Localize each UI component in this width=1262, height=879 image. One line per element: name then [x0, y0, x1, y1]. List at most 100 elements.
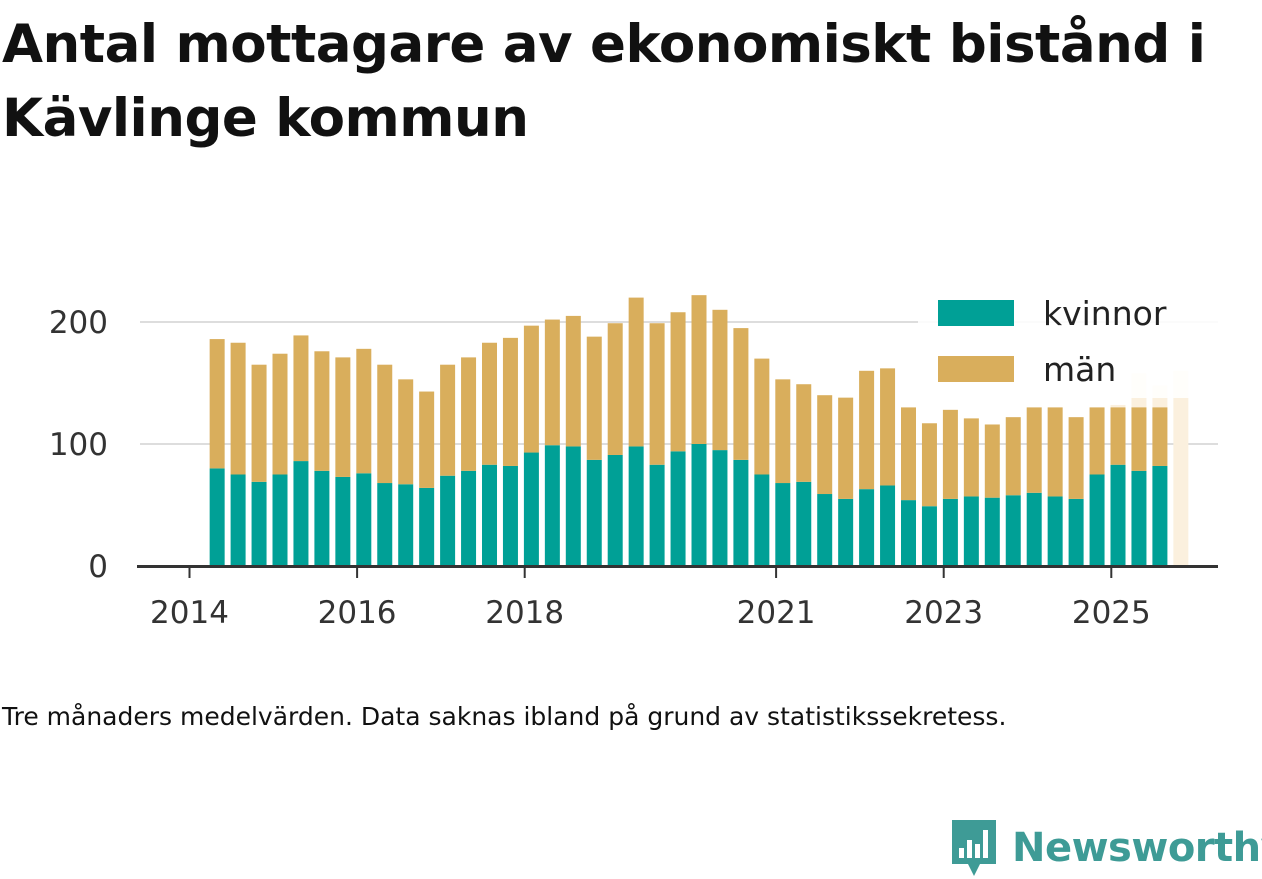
bar-kvinnor: [754, 474, 770, 566]
x-tick-label: 2018: [485, 595, 564, 631]
bar-kvinnor: [1005, 495, 1021, 566]
bar-man: [461, 357, 477, 471]
bar-kvinnor: [670, 451, 686, 566]
bar-man: [502, 337, 518, 466]
bar-man: [963, 418, 979, 497]
brand-name: Newsworthy: [1012, 825, 1262, 871]
bar-kvinnor: [691, 444, 707, 566]
bar-man: [1047, 407, 1063, 497]
bar-kvinnor: [838, 498, 854, 566]
y-tick-label: 100: [49, 427, 108, 463]
bar-kvinnor: [1152, 465, 1168, 566]
bar-man: [377, 364, 393, 484]
y-tick-label: 200: [49, 305, 108, 341]
bar-man: [796, 384, 812, 482]
bar-kvinnor: [796, 481, 812, 566]
bar-kvinnor: [565, 446, 581, 566]
bar-man: [649, 323, 665, 465]
bar-kvinnor: [502, 465, 518, 566]
bar-kvinnor: [398, 484, 414, 566]
bar-man: [880, 368, 896, 486]
chart-title: Antal mottagare av ekonomiskt bistånd i …: [2, 14, 1206, 149]
bar-kvinnor: [607, 454, 623, 566]
bar-man: [733, 328, 749, 460]
bar-kvinnor: [1110, 464, 1126, 566]
bar-kvinnor: [880, 485, 896, 566]
bar-man: [356, 348, 372, 474]
bar-man: [1005, 417, 1021, 496]
bar-man: [921, 423, 937, 507]
bar-man: [482, 342, 498, 465]
bar-kvinnor: [1047, 496, 1063, 566]
bar-man: [712, 309, 728, 451]
bars: [209, 295, 1168, 566]
bar-kvinnor: [712, 450, 728, 566]
bar-man: [293, 335, 309, 462]
bar-man: [251, 364, 267, 482]
bar-man: [1110, 407, 1126, 465]
x-tick-label: 2023: [904, 595, 983, 631]
bar-man: [419, 391, 435, 488]
bar-kvinnor: [1068, 498, 1084, 566]
bar-man: [209, 339, 225, 469]
bar-kvinnor: [377, 483, 393, 566]
newsworthy-logo: Newsworthy: [950, 818, 1262, 878]
legend-swatch: [938, 300, 1014, 326]
bar-man: [335, 357, 351, 477]
bar-man: [523, 325, 539, 453]
bar-man: [628, 297, 644, 447]
bar-kvinnor: [251, 481, 267, 566]
bar-man: [1089, 407, 1105, 475]
bar-kvinnor: [649, 464, 665, 566]
bar-man: [544, 319, 560, 446]
bar-man: [670, 312, 686, 452]
x-tick-label: 2016: [318, 595, 397, 631]
bar-kvinnor: [272, 474, 288, 566]
legend-label: män: [1043, 350, 1116, 389]
bar-man: [314, 351, 330, 471]
legend-label: kvinnor: [1043, 294, 1167, 333]
bar-kvinnor: [544, 445, 560, 566]
bar-man: [901, 407, 917, 501]
bar-man: [586, 336, 602, 460]
bar-kvinnor: [733, 459, 749, 566]
bar-man: [691, 295, 707, 444]
bar-kvinnor: [963, 496, 979, 566]
bar-man: [817, 395, 833, 495]
bar-man: [775, 379, 791, 484]
bar-man: [607, 323, 623, 455]
bar-kvinnor: [1089, 474, 1105, 566]
bar-man: [272, 353, 288, 475]
bar-kvinnor: [984, 497, 1000, 566]
bar-kvinnor: [628, 446, 644, 566]
newsworthy-icon: [952, 820, 996, 876]
bar-man: [440, 364, 456, 476]
bar-man: [1068, 417, 1084, 499]
bar-man: [565, 315, 581, 447]
bar-kvinnor: [230, 474, 246, 566]
bar-man: [838, 397, 854, 499]
bar-kvinnor: [1131, 470, 1147, 566]
bar-man: [398, 379, 414, 485]
faded-bar: [1173, 370, 1189, 566]
bar-man: [230, 342, 246, 475]
bar-kvinnor: [586, 459, 602, 566]
bar-kvinnor: [901, 500, 917, 566]
bar-kvinnor: [859, 489, 875, 566]
y-tick-label: 0: [88, 549, 108, 585]
x-tick-label: 2014: [150, 595, 229, 631]
x-tick-label: 2021: [737, 595, 816, 631]
bar-kvinnor: [1026, 492, 1042, 566]
bar-kvinnor: [942, 498, 958, 566]
bar-kvinnor: [314, 470, 330, 566]
x-tick-label: 2025: [1072, 595, 1151, 631]
bar-kvinnor: [419, 487, 435, 566]
axes: 2014 2016 2018 2021 2023 2025: [137, 565, 1218, 631]
legend-swatch: [938, 356, 1014, 382]
bar-kvinnor: [461, 470, 477, 566]
chart-caption: Tre månaders medelvärden. Data saknas ib…: [2, 702, 1007, 731]
bar-man: [859, 370, 875, 490]
bar-man: [942, 409, 958, 499]
bar-kvinnor: [523, 452, 539, 566]
